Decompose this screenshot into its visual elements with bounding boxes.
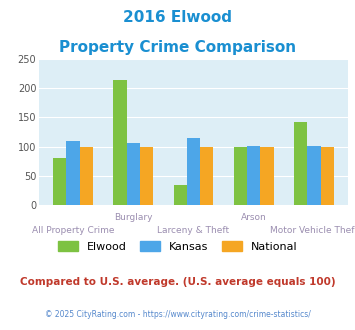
Bar [113, 80, 127, 205]
Text: Motor Vehicle Theft: Motor Vehicle Theft [270, 226, 355, 235]
Bar [127, 143, 140, 205]
Bar [294, 121, 307, 205]
Text: All Property Crime: All Property Crime [32, 226, 114, 235]
Bar [307, 146, 321, 205]
Bar [66, 141, 80, 205]
Bar [234, 147, 247, 205]
Bar [260, 147, 274, 205]
Text: 2016 Elwood: 2016 Elwood [123, 10, 232, 25]
Bar [200, 147, 213, 205]
Text: © 2025 CityRating.com - https://www.cityrating.com/crime-statistics/: © 2025 CityRating.com - https://www.city… [45, 310, 310, 319]
Text: Burglary: Burglary [114, 213, 153, 222]
Bar [80, 147, 93, 205]
Bar [187, 138, 200, 205]
Text: Larceny & Theft: Larceny & Theft [157, 226, 230, 235]
Text: Property Crime Comparison: Property Crime Comparison [59, 40, 296, 54]
Bar [174, 185, 187, 205]
Bar [140, 147, 153, 205]
Bar [247, 146, 260, 205]
Bar [53, 158, 66, 205]
Text: Arson: Arson [241, 213, 267, 222]
Legend: Elwood, Kansas, National: Elwood, Kansas, National [54, 237, 301, 256]
Text: Compared to U.S. average. (U.S. average equals 100): Compared to U.S. average. (U.S. average … [20, 277, 335, 287]
Bar [321, 147, 334, 205]
